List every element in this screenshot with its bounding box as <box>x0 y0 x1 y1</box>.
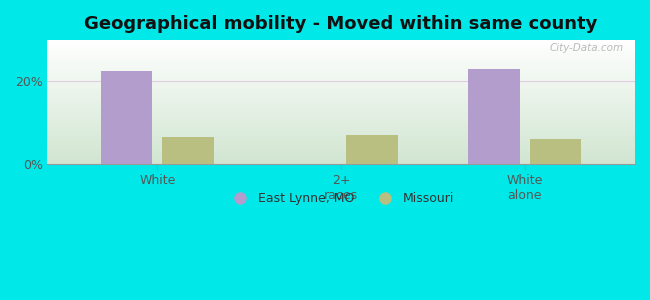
Title: Geographical mobility - Moved within same county: Geographical mobility - Moved within sam… <box>84 15 598 33</box>
Legend: East Lynne, MO, Missouri: East Lynne, MO, Missouri <box>223 187 460 210</box>
Bar <box>468 69 519 164</box>
Bar <box>346 135 398 164</box>
Text: City-Data.com: City-Data.com <box>549 43 623 52</box>
Bar <box>101 71 152 164</box>
Bar <box>162 137 214 164</box>
Bar <box>530 139 581 164</box>
